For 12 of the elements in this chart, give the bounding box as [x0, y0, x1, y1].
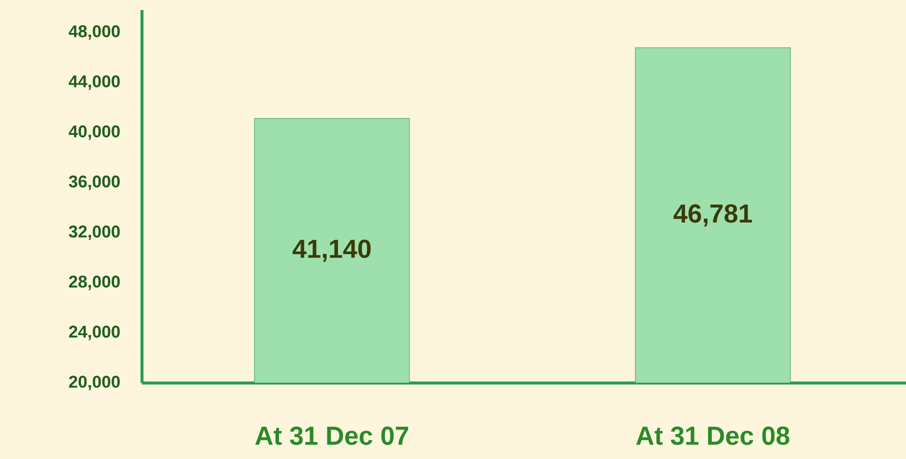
y-tick-label: 40,000 — [68, 125, 120, 140]
y-tick-label: 28,000 — [69, 276, 120, 290]
y-tick-label: 32,000 — [68, 226, 120, 240]
y-tick-label: 24,000 — [69, 326, 120, 340]
y-tick-label: 44,000 — [68, 75, 120, 90]
y-tick-label: 48,000 — [68, 25, 120, 40]
y-tick-label: 36,000 — [68, 175, 120, 190]
y-tick-label: 20,000 — [69, 376, 120, 390]
data-label: 46,781 — [674, 204, 752, 226]
x-tick-label: At 31 Dec 07 — [255, 426, 408, 445]
x-tick-label: At 31 Dec 08 — [636, 426, 790, 445]
data-label: 41,140 — [292, 240, 371, 262]
